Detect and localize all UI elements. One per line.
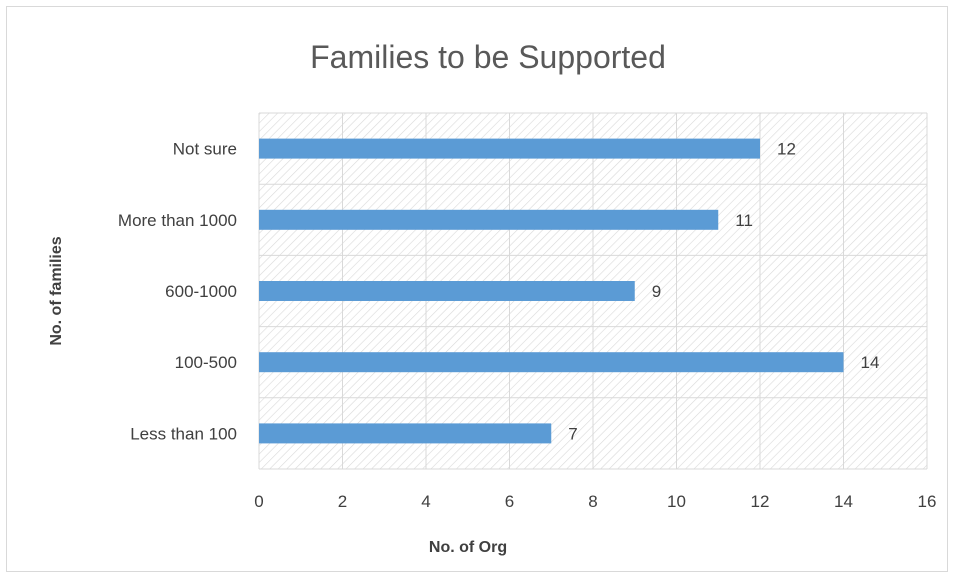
category-label: Not sure: [173, 140, 237, 159]
x-tick-label: 14: [834, 492, 853, 511]
grid-lines: [258, 112, 928, 470]
x-tick-label: 0: [254, 492, 263, 511]
x-tick-label: 16: [918, 492, 937, 511]
category-label: Less than 100: [130, 424, 237, 443]
data-label: 11: [735, 211, 753, 230]
category-label: More than 1000: [118, 211, 237, 230]
category-labels: Not sure More than 1000 600-1000 100-500 Les…: [118, 140, 237, 444]
x-axis-title: No. of Org: [429, 539, 507, 556]
x-tick-label: 6: [505, 492, 514, 511]
bar: [259, 209, 719, 230]
data-labels: 12 11 9 14 7: [568, 140, 879, 444]
x-tick-label: 12: [751, 492, 770, 511]
x-tick-label: 4: [421, 492, 430, 511]
data-label: 14: [861, 353, 880, 372]
bar: [259, 281, 635, 301]
bars: [259, 138, 844, 444]
category-label: 100-500: [175, 353, 237, 372]
x-tick-labels: 0 2 4 6 8 10 12 14 16: [254, 492, 936, 511]
category-label: 600-1000: [165, 282, 237, 301]
data-label: 7: [568, 424, 577, 443]
x-tick-label: 2: [338, 492, 347, 511]
chart-title: Families to be Supported: [310, 39, 666, 75]
data-label: 9: [652, 282, 661, 301]
bar: [259, 423, 552, 444]
bar: [259, 352, 844, 373]
y-axis-title: No. of families: [48, 236, 65, 345]
x-tick-label: 8: [588, 492, 597, 511]
data-label: 12: [777, 140, 796, 159]
x-tick-label: 10: [667, 492, 686, 511]
bar: [259, 138, 760, 159]
